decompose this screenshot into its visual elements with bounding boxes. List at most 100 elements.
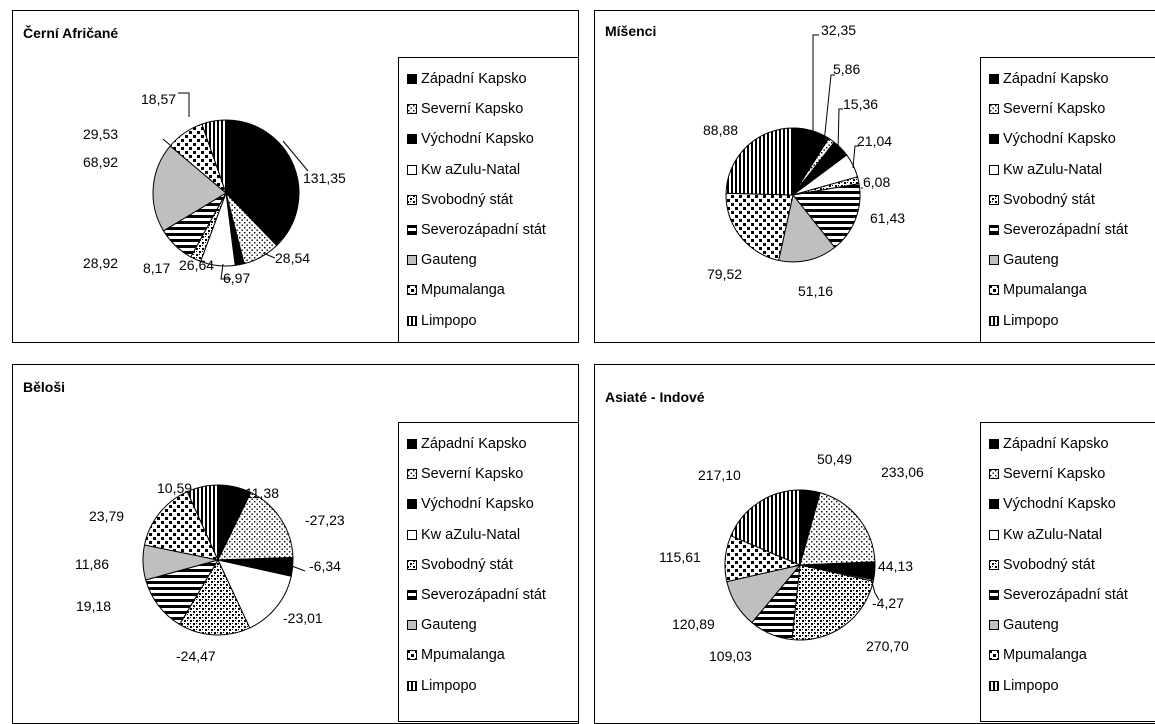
legend-swatch	[989, 469, 999, 480]
pie-slice-9	[186, 484, 219, 561]
data-label-6: 61,43	[870, 210, 905, 226]
legend-label: Kw aZulu-Natal	[1003, 161, 1103, 178]
pie-slice-7	[152, 145, 227, 232]
chart-title: Běloši	[23, 379, 66, 395]
legend-label: Gauteng	[1003, 617, 1059, 634]
legend-label: Kw aZulu-Natal	[421, 161, 521, 178]
legend-label: Limpopo	[421, 677, 477, 694]
legend-label: Západní Kapsko	[1003, 436, 1109, 452]
pie-slice-9	[201, 119, 227, 194]
legend-swatch	[989, 620, 999, 631]
legend-swatch	[407, 285, 417, 296]
data-label-2: 233,06	[881, 464, 924, 480]
pie-slice-4	[217, 559, 292, 629]
legend-swatch	[989, 285, 999, 296]
legend-swatch	[407, 620, 417, 631]
legend-label: Svobodný stát	[1003, 556, 1095, 573]
data-label-9: 10,59	[157, 480, 192, 496]
legend-label: Kw aZulu-Natal	[1003, 526, 1103, 543]
legend-swatch	[407, 315, 417, 326]
legend-label: Severozápadní stát	[421, 222, 546, 238]
data-label-6: 28,92	[83, 255, 118, 271]
data-label-6: 19,18	[76, 598, 111, 614]
data-label-2: 5,86	[833, 61, 860, 77]
legend-swatch	[989, 164, 999, 175]
data-label-7: 51,16	[798, 283, 833, 299]
data-label-3: 6,97	[223, 270, 250, 286]
data-label-7: 68,92	[83, 154, 118, 170]
legend-label: Východní Kapsko	[421, 131, 534, 148]
legend-swatch	[989, 255, 999, 266]
legend-swatch	[989, 439, 999, 449]
chart-panel-cerni-africane: Černí Afričané 131,35 28,54 6,97 26,64 8,17 2…	[12, 10, 579, 343]
pie-chart: 32,35 5,86 15,36 21,04 6,08 61,43 51,16 79,52 88…	[703, 22, 905, 299]
data-label-8: 79,52	[707, 266, 742, 282]
legend-label: Severní Kapsko	[1003, 101, 1106, 118]
data-label-5: 270,70	[866, 638, 909, 654]
data-label-4: -4,27	[872, 595, 904, 611]
legend-swatch	[989, 315, 999, 326]
pie-slice-9	[725, 127, 794, 196]
legend-swatch	[407, 499, 417, 510]
leader-line-8	[162, 138, 171, 146]
legend-label: Západní Kapsko	[421, 71, 527, 87]
data-label-1: 50,49	[817, 451, 852, 467]
legend-label: Limpopo	[421, 312, 477, 329]
legend-label: Severní Kapsko	[1003, 466, 1106, 483]
leader-line-3	[283, 562, 306, 572]
legend-swatch	[989, 74, 999, 84]
pie-chart: 50,49 233,06 44,13 -4,27 270,70 109,03 120,89 1…	[659, 451, 924, 664]
data-label-7: 120,89	[672, 616, 715, 632]
legend-label: Limpopo	[1003, 677, 1059, 694]
legend-label: Severozápadní stát	[1003, 587, 1128, 603]
pie-slice-6	[792, 183, 861, 249]
chart-legend: Západní Kapsko Severní Kapsko Východní Kap…	[980, 57, 1155, 342]
legend-swatch	[989, 529, 999, 540]
legend-label: Západní Kapsko	[1003, 71, 1109, 87]
chart-legend: Západní Kapsko Severní Kapsko Východní Kap…	[398, 57, 578, 342]
legend-label: Východní Kapsko	[1003, 131, 1116, 148]
legend-label: Mpumalanga	[1003, 282, 1087, 299]
chart-panel-belosi: Běloši 11,38 -27,23 -6,34 -23,01 -24,47 19,18…	[12, 364, 579, 724]
pie-slice-8	[143, 490, 219, 561]
legend-swatch	[407, 439, 417, 449]
leader-line-3	[837, 108, 843, 152]
chart-title: Míšenci	[605, 23, 657, 39]
data-label-8: 23,79	[89, 508, 124, 524]
legend-label: Gauteng	[1003, 252, 1059, 269]
data-label-1: 11,38	[245, 485, 279, 501]
legend-swatch	[989, 559, 999, 570]
legend-swatch	[407, 225, 417, 235]
legend-label: Limpopo	[1003, 312, 1059, 329]
pie-slice-8	[725, 192, 794, 262]
chart-legend: Západní Kapsko Severní Kapsko Východní Kap…	[398, 422, 578, 722]
data-label-1: 131,35	[303, 170, 346, 186]
legend-label: Východní Kapsko	[1003, 496, 1116, 513]
data-label-5: 8,17	[143, 260, 170, 276]
data-label-2: 28,54	[275, 250, 310, 266]
pie-slice-5	[791, 564, 874, 641]
legend-swatch	[989, 225, 999, 235]
leader-line-3	[220, 263, 231, 280]
legend-label: Mpumalanga	[421, 647, 505, 664]
pie-slice-2	[799, 492, 876, 566]
pie-slice-2	[217, 491, 294, 561]
legend-label: Svobodný stát	[421, 556, 513, 573]
legend-swatch	[407, 74, 417, 84]
chart-panel-asiate-indove: Asiaté - Indové 50,49 233,06 44,13 -4,27 270…	[594, 364, 1155, 724]
pie-slice-9	[730, 489, 801, 566]
legend-label: Severní Kapsko	[421, 466, 524, 483]
data-label-4: 21,04	[857, 133, 892, 149]
data-label-4: 26,64	[179, 257, 214, 273]
data-label-1: 32,35	[821, 22, 856, 38]
legend-swatch	[407, 469, 417, 480]
legend-label: Svobodný stát	[421, 191, 513, 208]
pie-slice-5	[178, 558, 251, 636]
pie-slice-1	[225, 119, 300, 247]
leader-line-4	[852, 145, 859, 169]
data-label-6: 109,03	[709, 648, 752, 664]
legend-swatch	[407, 650, 417, 661]
legend-swatch	[407, 194, 417, 205]
leader-line-1	[812, 34, 819, 135]
pie-slice-7	[778, 193, 836, 263]
